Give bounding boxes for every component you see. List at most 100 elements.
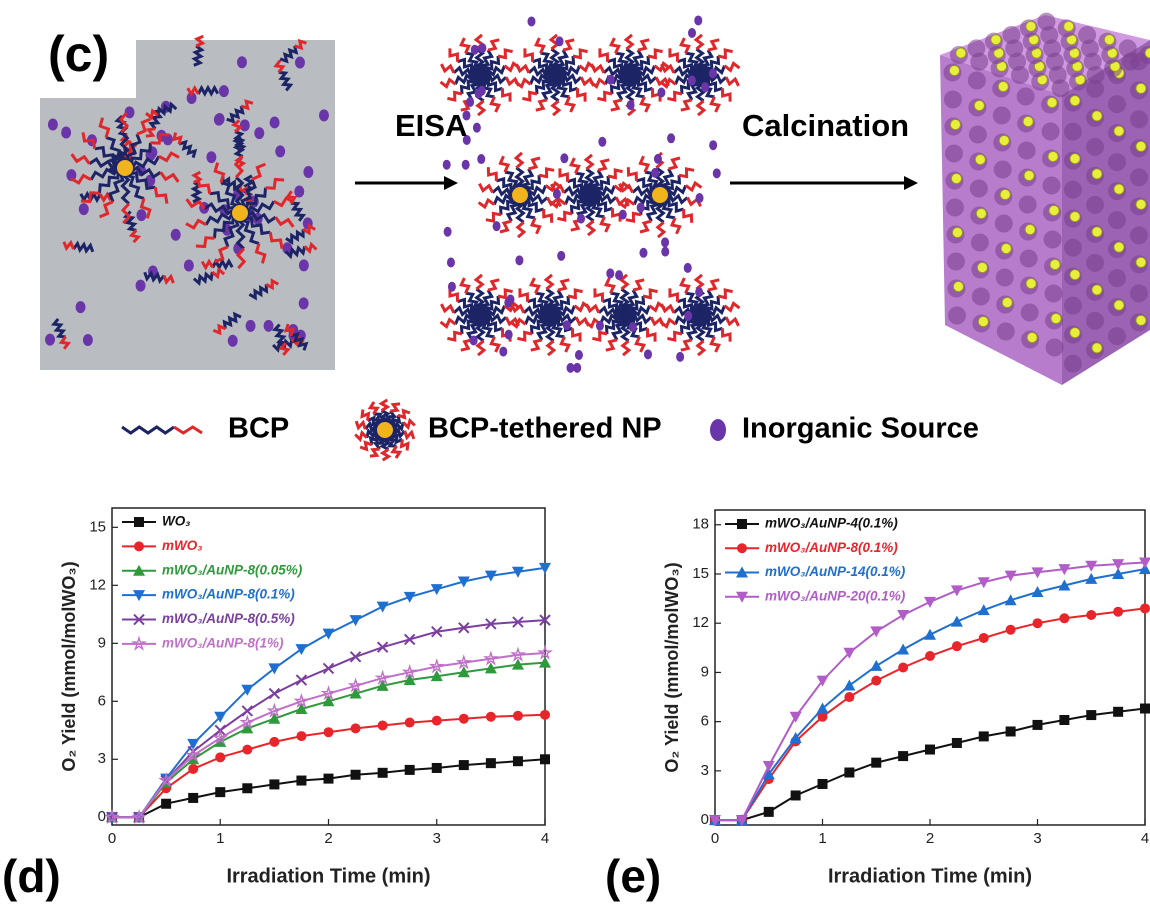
polymer-chain [369, 447, 380, 458]
data-point [871, 757, 882, 768]
polymer-chain [509, 317, 527, 329]
polymer-chain [186, 85, 200, 98]
polymer-chain [660, 63, 676, 74]
polymer-chain [178, 139, 198, 158]
pore [1017, 141, 1036, 160]
inorganic-dot [170, 228, 181, 241]
polymer-chain [226, 105, 245, 124]
x-axis-title: Irradiation Time (min) [226, 865, 430, 887]
legend-label: mWO₃/AuNP-8(0.05%) [162, 562, 303, 577]
polymer-chain [440, 303, 456, 314]
pore [1108, 269, 1126, 288]
inorganic-dot [124, 106, 135, 119]
nanoparticle [1144, 47, 1150, 59]
inorganic-dot [606, 268, 615, 279]
polymer-chain [235, 247, 247, 270]
polymer-chain [489, 336, 501, 353]
inorganic-dot [606, 74, 615, 85]
polymer-chain [274, 216, 295, 228]
data-point [709, 815, 721, 827]
inorganic-dot [683, 262, 692, 273]
data-point [133, 590, 145, 602]
polymer-chain [192, 271, 214, 287]
polymer-chain [148, 109, 164, 130]
data-point [539, 656, 551, 668]
polymer-chain [121, 425, 175, 435]
polymer-chain [120, 202, 132, 225]
data-point [1005, 624, 1016, 635]
inorganic-dot [218, 85, 229, 98]
nanoparticle [1048, 205, 1060, 216]
polymer-chain [707, 38, 720, 52]
pore [970, 233, 989, 252]
data-point [458, 713, 469, 724]
inorganic-dot [708, 68, 717, 79]
legend-label: mWO₃/AuNP-8(1%) [162, 635, 284, 650]
data-point [1059, 715, 1070, 725]
polymer-chain [678, 167, 695, 179]
polymer-chain [378, 398, 391, 412]
data-point [323, 773, 334, 784]
nanoparticle [990, 34, 1002, 46]
nanoparticle [976, 262, 988, 273]
nanoparticle [1069, 153, 1081, 165]
legend-label: BCP [228, 413, 289, 445]
nanoparticle [1113, 125, 1125, 137]
data-point [431, 715, 442, 726]
polymer-chain [528, 156, 541, 171]
y-tick-label: 6 [701, 713, 709, 730]
polymer-chain [546, 196, 562, 207]
polymer-chain [478, 183, 494, 194]
data-point [539, 562, 551, 574]
data-point [737, 543, 747, 554]
polymer-chain [623, 33, 635, 51]
inorganic-dot [598, 136, 607, 147]
polymer-chain [230, 119, 244, 133]
data-point [484, 570, 497, 582]
polymer-chain [98, 191, 113, 204]
data-point [870, 626, 883, 638]
pore [969, 179, 988, 198]
inorganic-dot [461, 159, 470, 170]
polymer-chain [50, 317, 67, 339]
polymer-chain [439, 317, 457, 329]
inorganic-dot [499, 346, 508, 357]
polymer-chain [557, 278, 570, 292]
nanoparticle [973, 100, 985, 111]
pore [1086, 79, 1104, 98]
polymer-chain [625, 211, 642, 223]
polymer-chain [390, 402, 401, 413]
arrow-head [904, 176, 918, 190]
nanoparticle [1000, 243, 1012, 254]
data-point [214, 735, 227, 747]
polymer-chain [723, 301, 741, 313]
inorganic-dot [676, 351, 685, 362]
inorganic-dot [667, 133, 676, 144]
data-point [377, 767, 388, 778]
data-point [925, 651, 935, 662]
polymer-chain [618, 183, 634, 194]
polymer-chain [544, 180, 563, 193]
pore [1130, 226, 1148, 245]
polymer-chain [513, 151, 525, 169]
nanoparticle [1001, 297, 1013, 308]
polymer-chain [70, 173, 92, 185]
nanoparticle [1113, 183, 1125, 195]
polymer-chain [303, 241, 318, 255]
data-point [350, 723, 361, 734]
polymer-chain [222, 311, 242, 329]
polymer-chain [283, 323, 296, 337]
polymer-chain [721, 88, 732, 102]
polymer-chain [698, 305, 726, 320]
polymer-chain [136, 117, 151, 136]
legend-label: mWO₃/AuNP-8(0.5%) [162, 611, 295, 626]
inorganic-dot [560, 153, 569, 164]
nanoparticle [117, 160, 133, 176]
data-point [789, 711, 802, 723]
nanoparticle [1046, 97, 1058, 108]
polymer-chain [548, 305, 576, 320]
legend-label: Inorganic Source [742, 413, 979, 445]
pore [1041, 122, 1060, 141]
inorganic-dot [688, 27, 697, 38]
data-point [349, 687, 362, 699]
